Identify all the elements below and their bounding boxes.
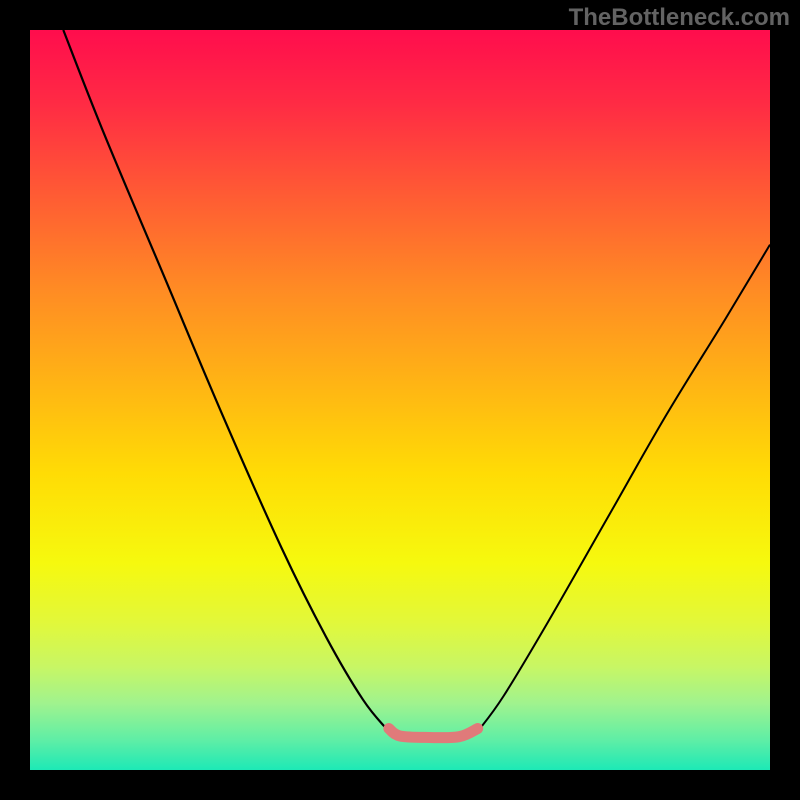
plot-area bbox=[30, 30, 770, 770]
chart-frame: TheBottleneck.com bbox=[0, 0, 800, 800]
series-valley_marker bbox=[389, 729, 478, 738]
series-right_branch bbox=[478, 245, 770, 732]
series-left_branch bbox=[63, 30, 389, 732]
curve-layer bbox=[30, 30, 770, 770]
watermark-text: TheBottleneck.com bbox=[569, 4, 790, 32]
